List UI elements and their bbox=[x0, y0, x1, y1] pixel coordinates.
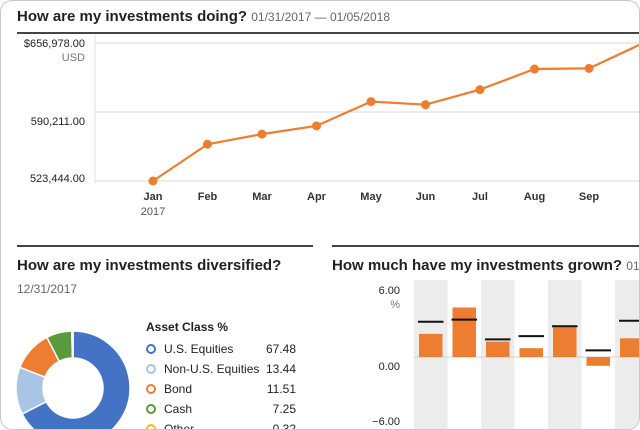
legend-dot-icon bbox=[146, 404, 156, 414]
title-divider bbox=[17, 32, 639, 34]
data-point bbox=[257, 129, 267, 139]
legend-label: Cash bbox=[164, 402, 193, 416]
x-axis-month-label: Feb bbox=[197, 191, 218, 203]
y-tick-label: 523,444.00 bbox=[29, 173, 85, 185]
x-axis-month-label: Sep bbox=[578, 191, 600, 203]
currency-unit: USD bbox=[61, 52, 85, 64]
legend-dot-icon bbox=[146, 384, 156, 394]
growth-bar bbox=[519, 348, 543, 357]
legend-value: 13.44 bbox=[265, 362, 296, 376]
x-axis-month-label: Aug bbox=[523, 191, 546, 203]
legend-item: Non-U.S. Equities 13.44 bbox=[146, 362, 296, 378]
legend-dot-icon bbox=[146, 364, 156, 374]
x-axis-month-label: Jul bbox=[472, 191, 488, 203]
diversification-date: 12/31/2017 bbox=[17, 282, 78, 296]
section-divider bbox=[332, 245, 639, 247]
legend-label: Other bbox=[164, 422, 195, 430]
growth-bar bbox=[419, 333, 443, 357]
legend-dot-icon bbox=[146, 424, 156, 429]
growth-unit: % bbox=[390, 299, 400, 311]
x-axis-month-label: Jan bbox=[143, 191, 163, 203]
investments-performance-title: How are my investments doing? 01/31/2017… bbox=[17, 8, 391, 25]
y-tick-label: 590,211.00 bbox=[30, 116, 85, 128]
growth-bar bbox=[452, 307, 476, 357]
legend-value: 67.48 bbox=[265, 342, 296, 356]
legend-value: 11.51 bbox=[266, 382, 296, 396]
x-axis-month-label: Apr bbox=[307, 191, 326, 203]
x-axis-month-label: Jun bbox=[415, 191, 436, 203]
growth-bar bbox=[620, 338, 639, 357]
data-point bbox=[530, 64, 539, 74]
y-tick-label: $656,978.00 bbox=[23, 38, 85, 50]
legend-label: Non-U.S. Equities bbox=[164, 362, 260, 376]
x-axis-month-label: Mar bbox=[252, 191, 272, 203]
section-divider bbox=[17, 245, 313, 247]
legend-item: U.S. Equities 67.48 bbox=[146, 342, 296, 358]
legend-value: 7.25 bbox=[272, 402, 296, 416]
data-point bbox=[203, 139, 212, 149]
donut-slice bbox=[71, 330, 74, 359]
data-point bbox=[421, 100, 430, 110]
data-point bbox=[584, 63, 594, 73]
legend-dot-icon bbox=[146, 344, 156, 354]
growth-y-tick: 0.00 bbox=[378, 361, 400, 373]
diversification-title: How are my investments diversified? bbox=[17, 257, 282, 274]
donut-slice bbox=[21, 330, 131, 429]
growth-bar bbox=[586, 357, 610, 366]
legend-item: Other 0.32 bbox=[146, 422, 296, 430]
growth-bar bbox=[486, 341, 510, 357]
growth-title: How much have my investments grown? 01/0… bbox=[332, 257, 640, 274]
value-line bbox=[152, 43, 639, 182]
legend-label: U.S. Equities bbox=[164, 342, 234, 356]
data-point bbox=[475, 85, 485, 95]
data-point bbox=[148, 176, 158, 186]
growth-bar bbox=[553, 327, 577, 357]
legend-label: Bond bbox=[164, 382, 193, 396]
growth-y-tick: −6.00 bbox=[372, 416, 400, 428]
date-range: 01/31/2017 — 01/05/2018 bbox=[251, 10, 391, 24]
legend-title: Asset Class % bbox=[146, 320, 229, 334]
data-point bbox=[366, 97, 376, 107]
data-point bbox=[312, 121, 321, 131]
legend-value: 0.32 bbox=[272, 422, 296, 430]
x-axis-year: 2017 bbox=[140, 206, 166, 218]
growth-y-tick: 6.00 bbox=[378, 285, 400, 297]
x-axis-month-label: May bbox=[360, 191, 382, 203]
legend-item: Cash 7.25 bbox=[146, 402, 296, 418]
legend-item: Bond 11.51 bbox=[146, 382, 296, 398]
